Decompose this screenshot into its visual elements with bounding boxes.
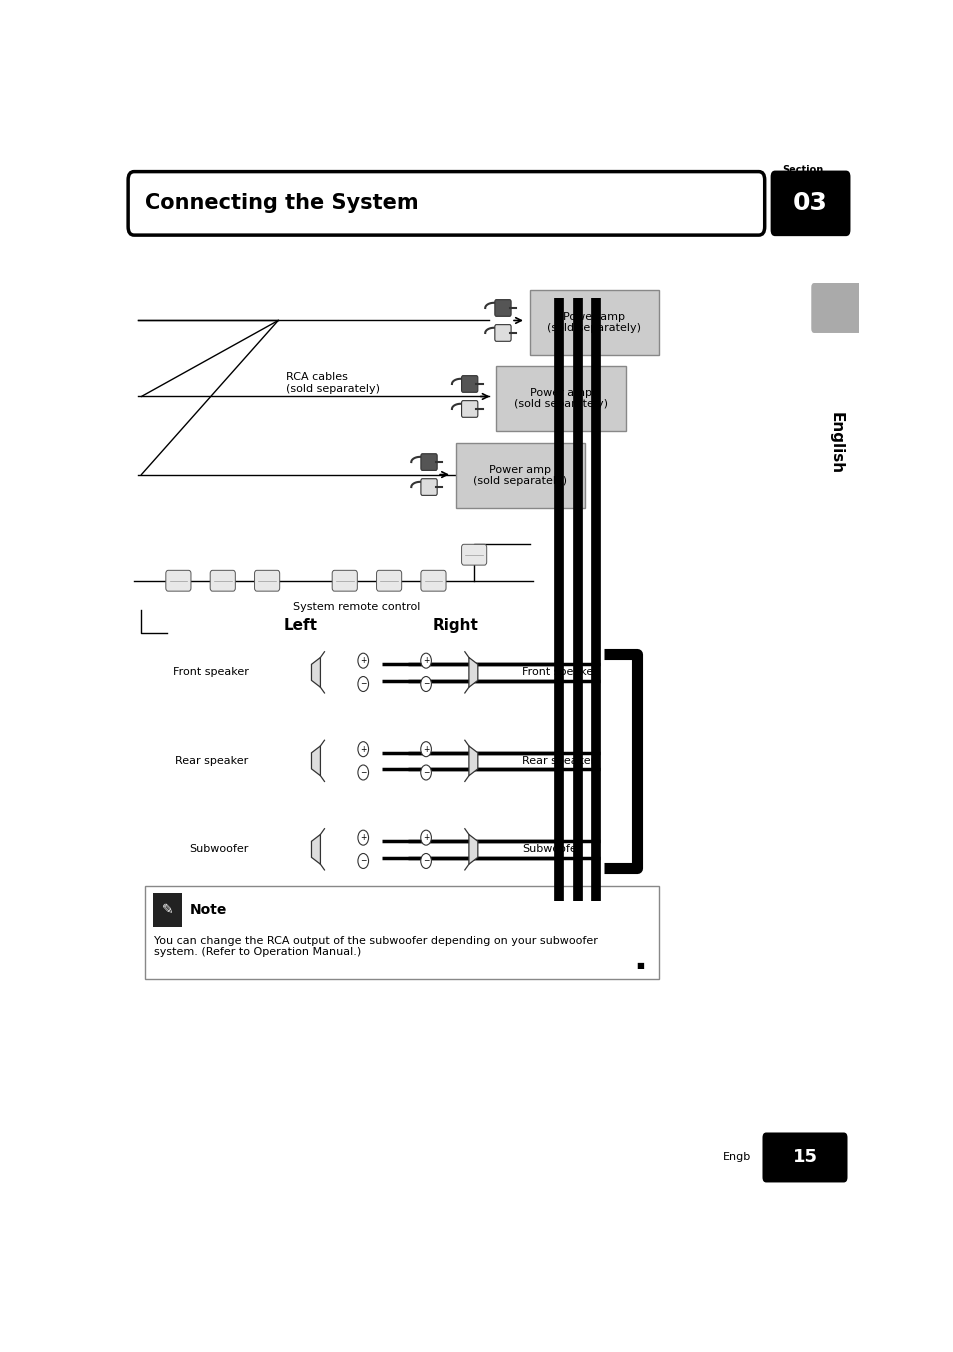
Text: −: − [359,768,366,777]
Text: Note: Note [190,903,227,917]
FancyBboxPatch shape [332,571,357,591]
Text: You can change the RCA output of the subwoofer depending on your subwoofer
syste: You can change the RCA output of the sub… [153,936,598,957]
FancyBboxPatch shape [461,400,477,418]
FancyBboxPatch shape [420,479,436,495]
FancyBboxPatch shape [420,571,446,591]
Text: Rear speaker: Rear speaker [175,756,249,765]
Text: Connecting the System: Connecting the System [145,193,418,214]
Text: Power amp
(sold separately): Power amp (sold separately) [514,388,607,410]
Text: −: − [359,680,366,688]
Polygon shape [468,746,477,776]
Text: 15: 15 [792,1148,817,1167]
Polygon shape [311,834,320,864]
Text: Power amp
(sold separately): Power amp (sold separately) [547,312,640,334]
Text: +: + [422,833,429,842]
Circle shape [357,653,368,668]
Circle shape [420,742,431,757]
FancyBboxPatch shape [461,545,486,565]
Circle shape [357,765,368,780]
Text: +: + [359,833,366,842]
FancyBboxPatch shape [496,366,625,431]
FancyBboxPatch shape [529,291,659,354]
Text: +: + [359,656,366,665]
Text: Front speaker: Front speaker [521,668,598,677]
FancyBboxPatch shape [420,454,436,470]
FancyBboxPatch shape [770,170,849,237]
FancyBboxPatch shape [376,571,401,591]
FancyBboxPatch shape [166,571,191,591]
FancyBboxPatch shape [495,300,511,316]
Text: Subwoofer: Subwoofer [521,845,581,854]
Text: ■: ■ [636,961,644,971]
Polygon shape [311,657,320,687]
FancyBboxPatch shape [210,571,235,591]
Text: ✎: ✎ [161,903,172,917]
Text: 03: 03 [792,192,827,215]
Text: Subwoofer: Subwoofer [189,845,249,854]
Text: +: + [422,656,429,665]
Circle shape [357,742,368,757]
Circle shape [420,830,431,845]
Circle shape [420,853,431,868]
FancyBboxPatch shape [495,324,511,341]
FancyBboxPatch shape [145,886,659,979]
Circle shape [420,653,431,668]
Text: −: − [359,856,366,865]
Circle shape [420,676,431,691]
Text: English: English [828,412,843,475]
FancyBboxPatch shape [254,571,279,591]
Polygon shape [311,746,320,776]
Polygon shape [468,834,477,864]
Circle shape [357,853,368,868]
Circle shape [357,676,368,691]
Text: Rear speaker: Rear speaker [521,756,595,765]
Text: Left: Left [283,618,317,633]
FancyBboxPatch shape [152,894,182,927]
Text: System remote control: System remote control [293,602,420,611]
FancyBboxPatch shape [456,443,584,508]
Circle shape [420,765,431,780]
Text: Power amp
(sold separately): Power amp (sold separately) [473,465,567,487]
Text: Section: Section [781,165,822,174]
Text: Right: Right [433,618,478,633]
Text: −: − [422,768,429,777]
Text: −: − [422,856,429,865]
FancyBboxPatch shape [761,1133,846,1183]
Text: RCA cables
(sold separately): RCA cables (sold separately) [285,372,379,393]
Text: Front speaker: Front speaker [172,668,249,677]
Text: +: + [359,745,366,753]
Text: −: − [422,680,429,688]
FancyBboxPatch shape [461,376,477,392]
Polygon shape [468,657,477,687]
FancyBboxPatch shape [810,283,861,333]
Text: Engb: Engb [722,1152,751,1163]
Text: +: + [422,745,429,753]
FancyBboxPatch shape [128,172,764,235]
Circle shape [357,830,368,845]
